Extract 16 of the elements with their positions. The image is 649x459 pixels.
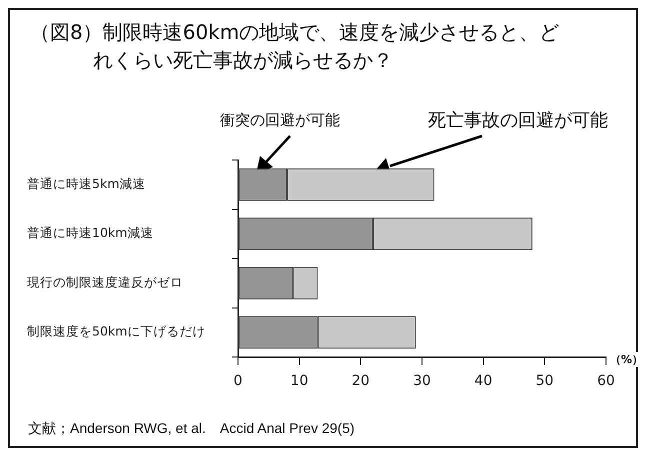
text: 衝突の回避が可能 [220,111,340,130]
text: 文献；Anderson RWG, et al. Accid Anal Prev 29(5) [28,420,355,438]
x-tick-label: 30 [413,373,431,390]
y-tick-label: 普通に時速5km減速 [27,176,146,191]
x-axis-title: （%） [610,352,644,367]
x-tick-label: 10 [290,373,308,390]
y-tick-label: 制限速度を50kmに下げるだけ [27,324,206,339]
y-tick-label: 現行の制限速度違反がゼロ [27,274,183,290]
text: 死亡事故の回避が可能 [428,109,608,132]
x-tick-label: 40 [474,373,492,390]
x-tick-label: 20 [352,373,370,390]
x-tick-label: 0 [234,373,242,390]
x-tick-label: 60 [597,373,615,390]
x-tick-label: 50 [536,373,554,390]
y-tick-label: 普通に時速10km減速 [27,225,154,240]
chart-title: （図8）制限時速60kmの地域で、速度を減少させると、どれくらい死亡事故が減らせるか？ [30,19,560,74]
